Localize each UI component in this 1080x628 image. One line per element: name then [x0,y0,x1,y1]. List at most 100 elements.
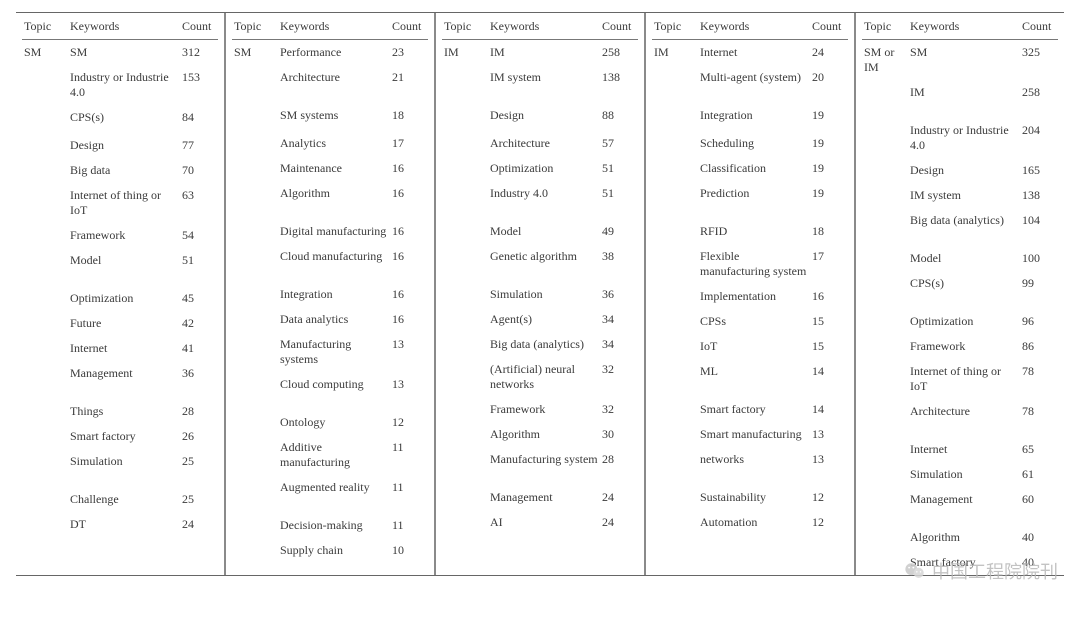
cell-count: 60 [1020,487,1058,525]
cell-topic [442,65,488,103]
table-row: Architecture21 [232,65,428,103]
cell-topic [442,332,488,357]
cell-keyword: Smart manufacturing [698,422,810,447]
cell-count: 15 [810,309,848,334]
cell-count: 28 [180,399,218,424]
table-row: Classification19 [652,156,848,181]
cell-count: 70 [180,158,218,183]
table-row: Supply chain10 [232,538,428,563]
cell-count: 51 [600,156,638,181]
cell-topic [862,271,908,309]
cell-topic [232,219,278,244]
cell-count: 57 [600,131,638,156]
cell-count: 19 [810,156,848,181]
cell-count: 325 [1020,40,1058,81]
cell-count: 63 [180,183,218,223]
cell-topic [22,105,68,133]
cell-topic [22,361,68,399]
cell-topic [22,487,68,512]
table-row: Framework54 [22,223,218,248]
cell-topic: IM [442,40,488,66]
cell-keyword: Scheduling [698,131,810,156]
keyword-table: TopicKeywordsCountSMSM312Industry or Ind… [22,13,218,537]
cell-topic: SM [22,40,68,66]
cell-topic [652,309,698,334]
cell-topic [232,282,278,307]
cell-topic [442,156,488,181]
cell-keyword: (Artificial) neural networks [488,357,600,397]
cell-count: 24 [810,40,848,66]
cell-count: 96 [1020,309,1058,334]
cell-keyword: Design [68,133,180,158]
cell-topic [652,359,698,397]
cell-count: 13 [390,372,428,410]
keyword-table: TopicKeywordsCountIMInternet24Multi-agen… [652,13,848,535]
cell-keyword: Classification [698,156,810,181]
table-row: Things28 [22,399,218,424]
table-row: Multi-agent (system)20 [652,65,848,103]
cell-topic [22,399,68,424]
cell-count: 312 [180,40,218,66]
cell-topic [22,183,68,223]
column-1: TopicKeywordsCountSMPerformance23Archite… [224,13,434,575]
cell-topic [652,244,698,284]
col-header-count: Count [810,13,848,40]
table-row: Ontology12 [232,410,428,435]
cell-topic [232,131,278,156]
column-4: TopicKeywordsCountSM or IMSM325IM258Indu… [854,13,1064,575]
table-row: SM or IMSM325 [862,40,1058,81]
col-header-topic: Topic [862,13,908,40]
cell-topic [862,334,908,359]
cell-keyword: Flexible manufacturing system [698,244,810,284]
cell-count: 42 [180,311,218,336]
table-row: Optimization96 [862,309,1058,334]
cell-topic [652,181,698,219]
table-row: Algorithm40 [862,525,1058,550]
table-row: Industry 4.051 [442,181,638,219]
table-row: Decision-making11 [232,513,428,538]
cell-topic [232,513,278,538]
cell-topic: SM or IM [862,40,908,81]
cell-keyword: Internet [908,437,1020,462]
cell-keyword: Architecture [278,65,390,103]
cell-count: 19 [810,131,848,156]
cell-keyword: Simulation [488,282,600,307]
cell-keyword: Architecture [488,131,600,156]
cell-keyword: Smart factory [68,424,180,449]
table-row: Algorithm16 [232,181,428,219]
cell-topic [22,424,68,449]
col-header-keywords: Keywords [488,13,600,40]
cell-count: 16 [390,181,428,219]
cell-topic [442,510,488,535]
cell-topic [22,512,68,537]
cell-count: 17 [810,244,848,284]
table-row: Additive manufacturing11 [232,435,428,475]
column-3: TopicKeywordsCountIMInternet24Multi-agen… [644,13,854,575]
table-row: CPSs15 [652,309,848,334]
cell-keyword: Internet of thing or IoT [68,183,180,223]
cell-count: 84 [180,105,218,133]
cell-count: 49 [600,219,638,244]
cell-keyword: Maintenance [278,156,390,181]
table-row: Simulation25 [22,449,218,487]
cell-topic [862,399,908,437]
cell-count: 36 [180,361,218,399]
cell-topic [862,118,908,158]
cell-keyword: IM [488,40,600,66]
cell-keyword: Industry or Industrie 4.0 [68,65,180,105]
cell-count: 21 [390,65,428,103]
table-row: Model100 [862,246,1058,271]
cell-count: 16 [390,282,428,307]
cell-count: 13 [810,447,848,485]
cell-topic [862,183,908,208]
cell-keyword: Optimization [68,286,180,311]
cell-keyword: Framework [908,334,1020,359]
cell-count: 104 [1020,208,1058,246]
column-2: TopicKeywordsCountIMIM258IM system138Des… [434,13,644,575]
table-row: Design165 [862,158,1058,183]
keyword-table: TopicKeywordsCountSM or IMSM325IM258Indu… [862,13,1058,575]
cell-keyword: Integration [698,103,810,131]
cell-topic [442,397,488,422]
cell-keyword: Smart factory [908,550,1020,575]
cell-keyword: networks [698,447,810,485]
